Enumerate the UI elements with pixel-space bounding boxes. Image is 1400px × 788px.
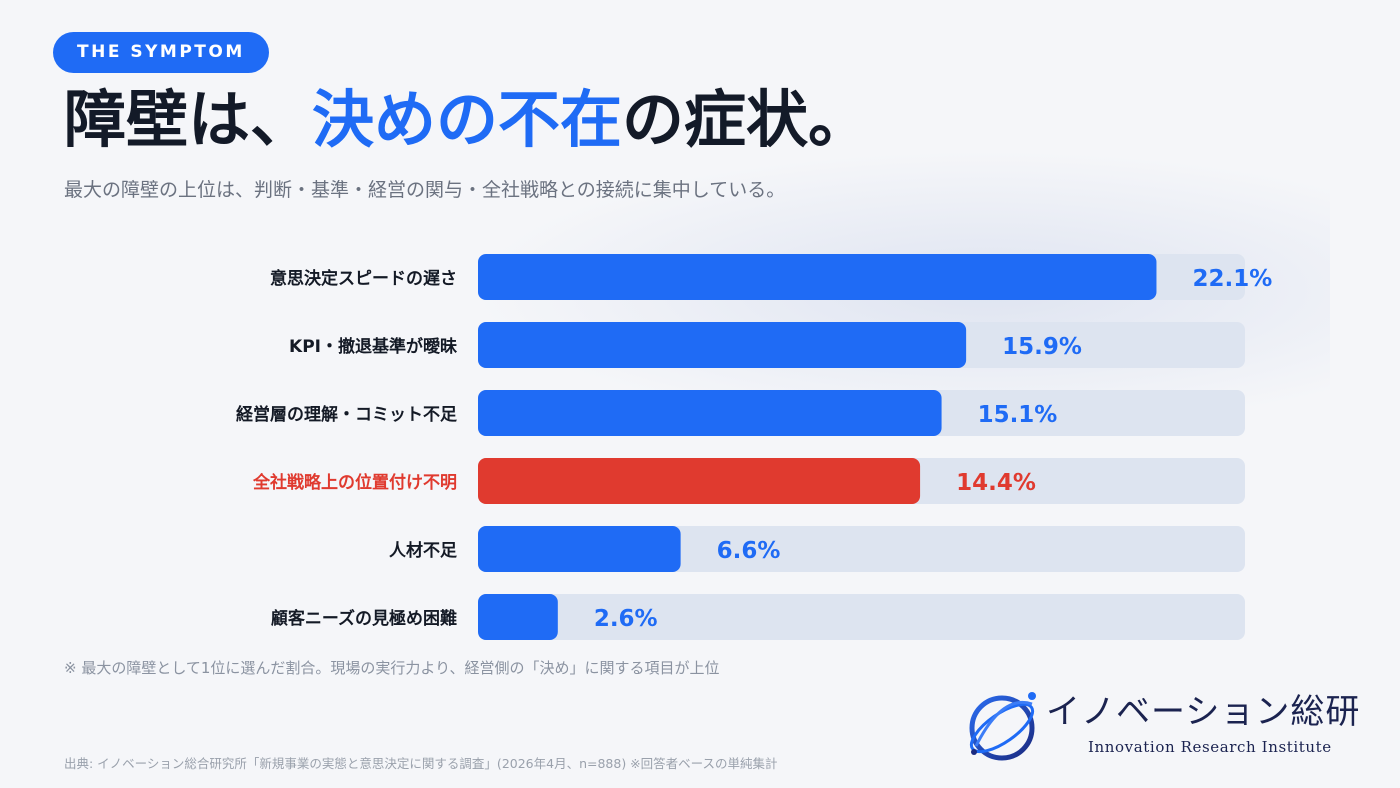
bar	[478, 322, 967, 368]
orbit-globe-icon	[969, 692, 1036, 761]
page-subtitle: 最大の障壁の上位は、判断・基準・経営の関与・全社戦略との接続に集中している。	[64, 179, 786, 201]
category-label: 顧客ニーズの見極め困難	[271, 608, 457, 629]
category-label: 経営層の理解・コミット不足	[236, 404, 457, 425]
value-label: 6.6%	[717, 538, 781, 564]
footnote: ※ 最大の障壁として1位に選んだ割合。現場の実行力より、経営側の「決め」に関する…	[64, 659, 720, 677]
value-label: 14.4%	[956, 470, 1036, 496]
value-label: 15.9%	[1002, 334, 1082, 360]
value-label: 15.1%	[978, 402, 1058, 428]
company-logo: イノベーション総研 Innovation Research Institute	[962, 684, 1382, 768]
category-label: 全社戦略上の位置付け不明	[252, 472, 457, 493]
category-label: KPI・撤退基準が曖昧	[289, 336, 458, 357]
category-label: 人材不足	[389, 540, 457, 561]
value-label: 22.1%	[1192, 266, 1272, 292]
title-part-accent: 決めの不在	[312, 83, 623, 156]
value-label: 2.6%	[594, 606, 658, 632]
bar-chart: 意思決定スピードの遅さ 22.1% KPI・撤退基準が曖昧 15.9% 経営層の理解・コ…	[236, 254, 1272, 640]
section-tag: THE SYMPTOM	[53, 32, 269, 73]
page-title: 障壁は、決めの不在の症状。	[64, 80, 870, 160]
bar	[478, 594, 558, 640]
logo-name: イノベーション総研	[1046, 692, 1361, 732]
logo-subtitle: Innovation Research Institute	[1088, 738, 1332, 756]
category-label: 意思決定スピードの遅さ	[270, 268, 457, 289]
bar	[478, 458, 921, 504]
bar	[478, 254, 1157, 300]
title-part-3: の症状。	[622, 83, 871, 156]
title-part-1: 障壁は、	[64, 83, 313, 156]
source-citation: 出典: イノベーション総合研究所「新規事業の実態と意思決定に関する調査」(202…	[64, 756, 778, 771]
bar	[478, 390, 942, 436]
bar-track	[478, 594, 1245, 640]
bar	[478, 526, 681, 572]
